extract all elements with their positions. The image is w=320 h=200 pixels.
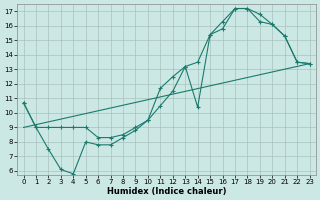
X-axis label: Humidex (Indice chaleur): Humidex (Indice chaleur) bbox=[107, 187, 226, 196]
